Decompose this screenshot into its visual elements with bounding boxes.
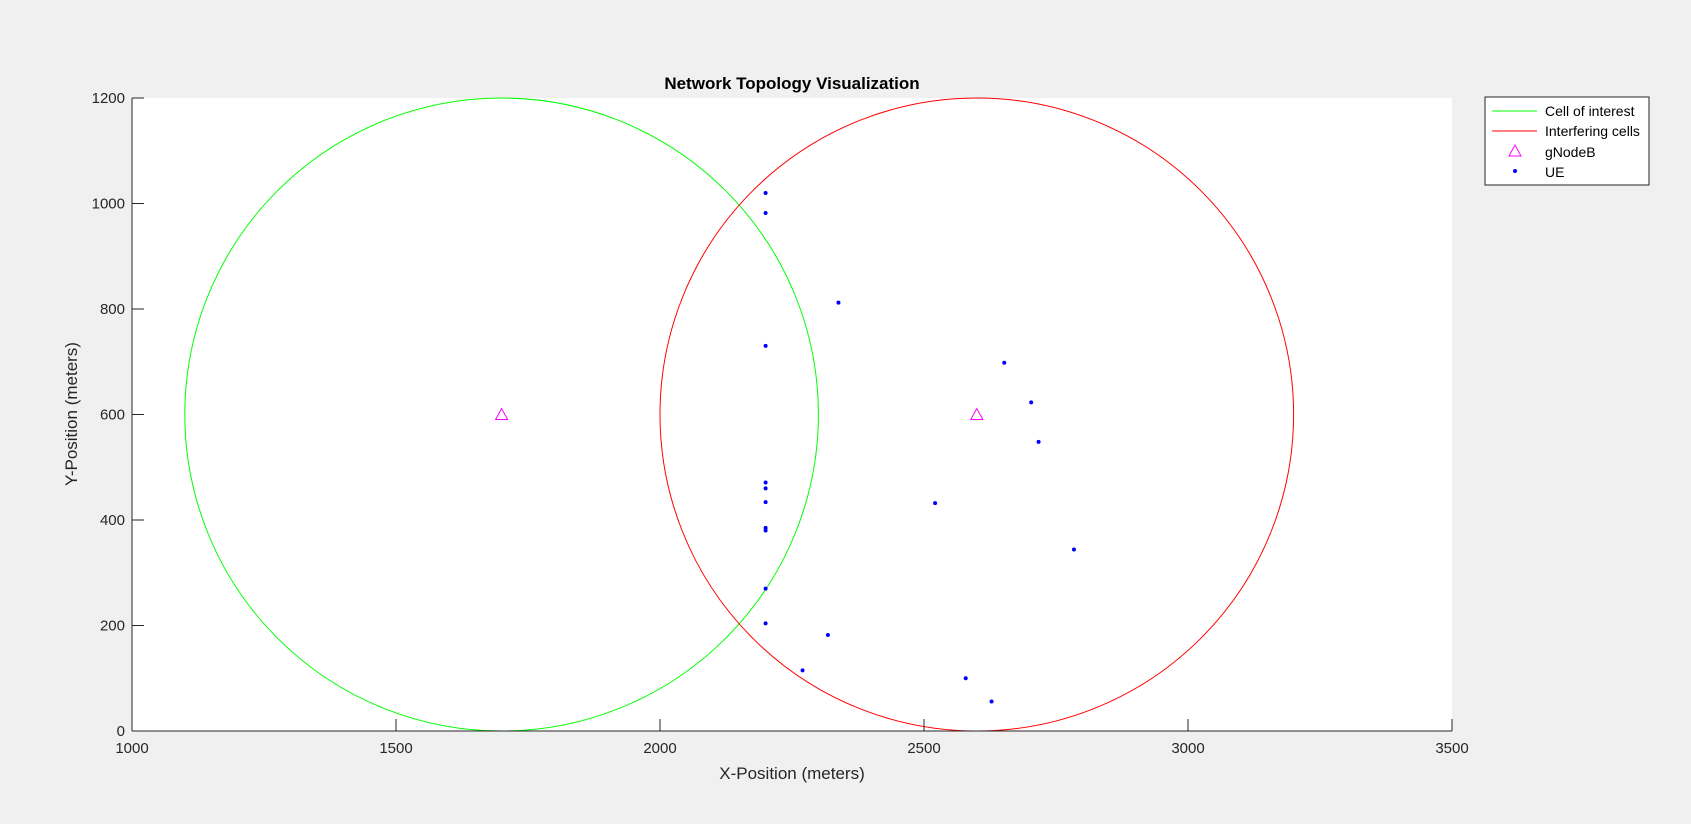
legend-label-cell-of-interest: Cell of interest [1545,103,1635,119]
ue-point [963,676,968,681]
ue-point [800,668,805,673]
legend-marker-ue [1513,169,1517,173]
x-tick-label: 3500 [1435,740,1468,757]
ue-point [1036,439,1041,444]
x-tick-label: 3000 [1171,740,1204,757]
ue-point [836,300,841,305]
x-axis-label: X-Position (meters) [719,764,864,783]
ue-point [763,210,768,215]
y-tick-label: 400 [100,512,125,529]
y-tick-label: 200 [100,618,125,635]
ue-point [1071,547,1076,552]
legend: Cell of interest Interfering cells gNode… [1484,96,1650,186]
legend-label-interfering-cells: Interfering cells [1545,123,1640,139]
gnodeb-marker [494,407,509,420]
ue-point [933,501,938,506]
y-tick-label: 800 [100,301,125,318]
x-tick-label: 2500 [907,740,940,757]
ue-point [763,500,768,505]
ue-point [763,343,768,348]
ue-point [1002,360,1007,365]
axes: 1000 1500 2000 2500 3000 3500 0 200 400 600 800 100… [92,90,1469,757]
ue-point [989,699,994,704]
legend-label-gnodeb: gNodeB [1545,144,1596,160]
y-tick-label: 600 [100,407,125,424]
ue-point [825,632,830,637]
gnodeb-marker [969,407,984,420]
ue-point [763,528,768,533]
chart-title: Network Topology Visualization [664,74,919,93]
legend-label-ue: UE [1545,164,1564,180]
x-tick-label: 1500 [379,740,412,757]
ue-point [763,621,768,626]
ue-point [763,190,768,195]
ue-point [763,586,768,591]
ue-point [1029,400,1034,405]
ue-point [763,486,768,491]
ue-point [763,480,768,485]
y-axis-label: Y-Position (meters) [62,342,81,486]
x-tick-label: 1000 [115,740,148,757]
y-tick-label: 1000 [92,196,125,213]
y-tick-label: 1200 [92,90,125,107]
x-tick-label: 2000 [643,740,676,757]
legend-box [1484,96,1650,186]
plot-area [132,98,1452,731]
legend-marker-gnodeb [1508,143,1522,157]
y-tick-label: 0 [117,723,125,740]
